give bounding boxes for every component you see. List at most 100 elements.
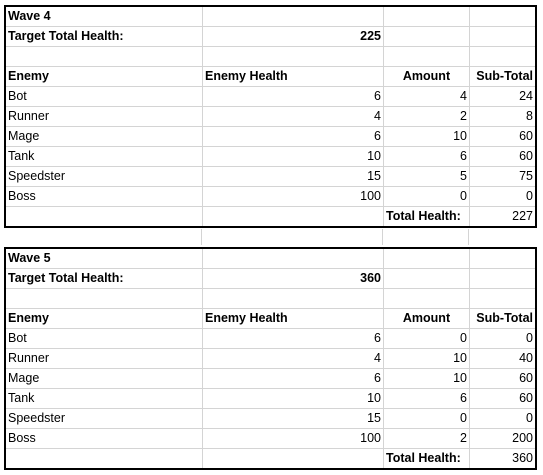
wave-title-row: Wave 4 bbox=[6, 7, 535, 27]
enemy-name-cell[interactable]: Speedster bbox=[6, 167, 203, 186]
enemy-name-cell[interactable]: Tank bbox=[6, 389, 203, 408]
wave-title[interactable]: Wave 5 bbox=[6, 249, 203, 268]
subtotal-cell[interactable]: 0 bbox=[526, 331, 533, 345]
empty-cell[interactable] bbox=[384, 269, 470, 288]
amount-cell[interactable]: 10 bbox=[384, 349, 470, 368]
amount-cell[interactable]: 0 bbox=[384, 329, 470, 348]
subtotal-cell[interactable]: 60 bbox=[519, 149, 533, 163]
empty-cell[interactable] bbox=[384, 47, 470, 66]
enemy-name-cell[interactable]: Runner bbox=[6, 349, 203, 368]
amount-cell[interactable]: 0 bbox=[384, 187, 470, 206]
table-row: Mage 6 10 60 bbox=[6, 127, 535, 147]
header-enemy[interactable]: Enemy bbox=[6, 309, 203, 328]
subtotal-cell[interactable]: 60 bbox=[519, 129, 533, 143]
table-row: Bot 6 4 24 bbox=[6, 87, 535, 107]
enemy-name-cell[interactable]: Mage bbox=[6, 127, 203, 146]
table-row: Boss 100 2 200 bbox=[6, 429, 535, 449]
empty-cell[interactable] bbox=[6, 207, 203, 226]
header-amount[interactable]: Amount bbox=[384, 309, 470, 328]
subtotal-cell[interactable]: 0 bbox=[526, 411, 533, 425]
enemy-health-cell[interactable]: 10 bbox=[203, 147, 384, 166]
empty-cell[interactable] bbox=[470, 289, 535, 308]
empty-cell[interactable] bbox=[384, 249, 470, 268]
header-enemy-health[interactable]: Enemy Health bbox=[203, 67, 384, 86]
empty-cell[interactable] bbox=[470, 269, 535, 288]
empty-cell[interactable] bbox=[6, 47, 203, 66]
enemy-health-cell[interactable]: 6 bbox=[203, 329, 384, 348]
enemy-name-cell[interactable]: Boss bbox=[6, 187, 203, 206]
amount-cell[interactable]: 0 bbox=[384, 409, 470, 428]
empty-cell[interactable] bbox=[6, 289, 203, 308]
blank-row bbox=[6, 289, 535, 309]
enemy-name-cell[interactable]: Speedster bbox=[6, 409, 203, 428]
enemy-name-cell[interactable]: Bot bbox=[6, 329, 203, 348]
empty-cell[interactable] bbox=[203, 207, 384, 226]
empty-cell[interactable] bbox=[470, 47, 535, 66]
empty-cell[interactable] bbox=[384, 289, 470, 308]
amount-cell[interactable]: 2 bbox=[384, 107, 470, 126]
total-value[interactable]: 360 bbox=[512, 451, 533, 465]
target-label[interactable]: Target Total Health: bbox=[6, 269, 203, 288]
subtotal-cell[interactable]: 40 bbox=[519, 351, 533, 365]
empty-cell[interactable] bbox=[203, 47, 384, 66]
target-label[interactable]: Target Total Health: bbox=[6, 27, 203, 46]
subtotal-cell[interactable]: 24 bbox=[519, 89, 533, 103]
enemy-name-cell[interactable]: Boss bbox=[6, 429, 203, 448]
enemy-name-cell[interactable]: Bot bbox=[6, 87, 203, 106]
total-value[interactable]: 227 bbox=[512, 209, 533, 223]
empty-cell[interactable] bbox=[6, 449, 203, 468]
enemy-health-cell[interactable]: 10 bbox=[203, 389, 384, 408]
enemy-health-cell[interactable]: 100 bbox=[203, 187, 384, 206]
gridline bbox=[201, 229, 202, 245]
subtotal-cell[interactable]: 0 bbox=[526, 189, 533, 203]
enemy-health-cell[interactable]: 4 bbox=[203, 107, 384, 126]
gridline bbox=[382, 229, 383, 245]
empty-cell[interactable] bbox=[203, 289, 384, 308]
header-amount[interactable]: Amount bbox=[384, 67, 470, 86]
subtotal-cell[interactable]: 200 bbox=[512, 431, 533, 445]
total-label[interactable]: Total Health: bbox=[384, 207, 470, 226]
empty-cell[interactable] bbox=[384, 27, 470, 46]
enemy-name-cell[interactable]: Tank bbox=[6, 147, 203, 166]
table-row: Mage 6 10 60 bbox=[6, 369, 535, 389]
amount-cell[interactable]: 6 bbox=[384, 389, 470, 408]
amount-cell[interactable]: 2 bbox=[384, 429, 470, 448]
subtotal-cell[interactable]: 75 bbox=[519, 169, 533, 183]
enemy-health-cell[interactable]: 6 bbox=[203, 87, 384, 106]
enemy-health-cell[interactable]: 15 bbox=[203, 409, 384, 428]
empty-cell[interactable] bbox=[384, 7, 470, 26]
enemy-name-cell[interactable]: Mage bbox=[6, 369, 203, 388]
enemy-health-cell[interactable]: 6 bbox=[203, 369, 384, 388]
wave-title[interactable]: Wave 4 bbox=[6, 7, 203, 26]
subtotal-cell[interactable]: 60 bbox=[519, 371, 533, 385]
amount-cell[interactable]: 6 bbox=[384, 147, 470, 166]
amount-cell[interactable]: 4 bbox=[384, 87, 470, 106]
total-label[interactable]: Total Health: bbox=[384, 449, 470, 468]
blank-row bbox=[6, 47, 535, 67]
enemy-health-cell[interactable]: 15 bbox=[203, 167, 384, 186]
empty-cell[interactable] bbox=[470, 249, 535, 268]
target-row: Target Total Health: 360 bbox=[6, 269, 535, 289]
empty-cell[interactable] bbox=[203, 7, 384, 26]
header-enemy[interactable]: Enemy bbox=[6, 67, 203, 86]
amount-cell[interactable]: 10 bbox=[384, 369, 470, 388]
empty-cell[interactable] bbox=[470, 27, 535, 46]
amount-cell[interactable]: 10 bbox=[384, 127, 470, 146]
empty-cell[interactable] bbox=[470, 7, 535, 26]
subtotal-cell[interactable]: 60 bbox=[519, 391, 533, 405]
target-value[interactable]: 225 bbox=[203, 27, 384, 46]
empty-cell[interactable] bbox=[203, 249, 384, 268]
target-value[interactable]: 360 bbox=[203, 269, 384, 288]
amount-cell[interactable]: 5 bbox=[384, 167, 470, 186]
enemy-name-cell[interactable]: Runner bbox=[6, 107, 203, 126]
enemy-health-cell[interactable]: 100 bbox=[203, 429, 384, 448]
empty-cell[interactable] bbox=[203, 449, 384, 468]
header-subtotal[interactable]: Sub-Total bbox=[476, 69, 533, 83]
subtotal-cell[interactable]: 8 bbox=[526, 109, 533, 123]
enemy-health-cell[interactable]: 6 bbox=[203, 127, 384, 146]
header-subtotal[interactable]: Sub-Total bbox=[476, 311, 533, 325]
header-enemy-health[interactable]: Enemy Health bbox=[203, 309, 384, 328]
table-row: Runner 4 10 40 bbox=[6, 349, 535, 369]
enemy-health-cell[interactable]: 4 bbox=[203, 349, 384, 368]
